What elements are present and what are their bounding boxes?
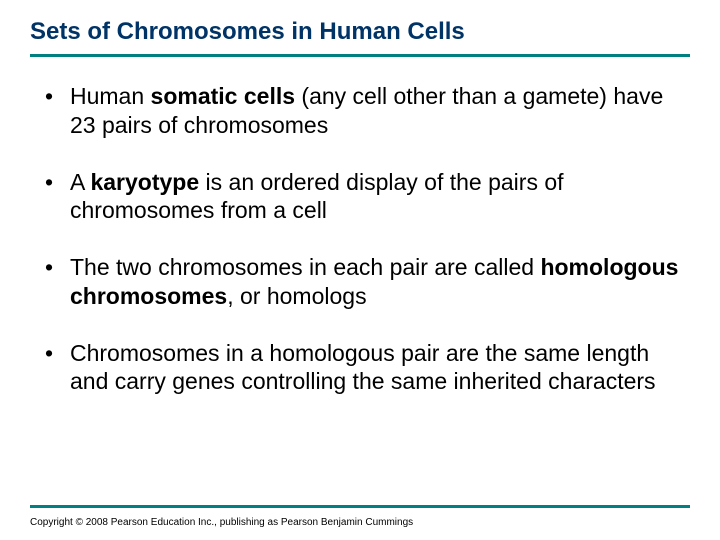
bullet-text-pre: A: [70, 169, 90, 195]
bullet-text-pre: Chromosomes in a homologous pair are the…: [70, 340, 656, 395]
bullet-text-pre: The two chromosomes in each pair are cal…: [70, 254, 540, 280]
bullet-list: Human somatic cells (any cell other than…: [30, 82, 690, 396]
bullet-item: A karyotype is an ordered display of the…: [45, 168, 690, 226]
title-underline: [30, 54, 690, 57]
footer-underline: [30, 505, 690, 508]
bullet-text-bold: karyotype: [90, 169, 199, 195]
bullet-item: Chromosomes in a homologous pair are the…: [45, 339, 690, 397]
bullet-item: Human somatic cells (any cell other than…: [45, 82, 690, 140]
bullet-text-post: , or homologs: [227, 283, 366, 309]
bullet-item: The two chromosomes in each pair are cal…: [45, 253, 690, 311]
slide-title: Sets of Chromosomes in Human Cells: [30, 18, 690, 46]
bullet-text-pre: Human: [70, 83, 151, 109]
bullet-text-bold: somatic cells: [151, 83, 295, 109]
copyright-text: Copyright © 2008 Pearson Education Inc.,…: [30, 517, 413, 528]
